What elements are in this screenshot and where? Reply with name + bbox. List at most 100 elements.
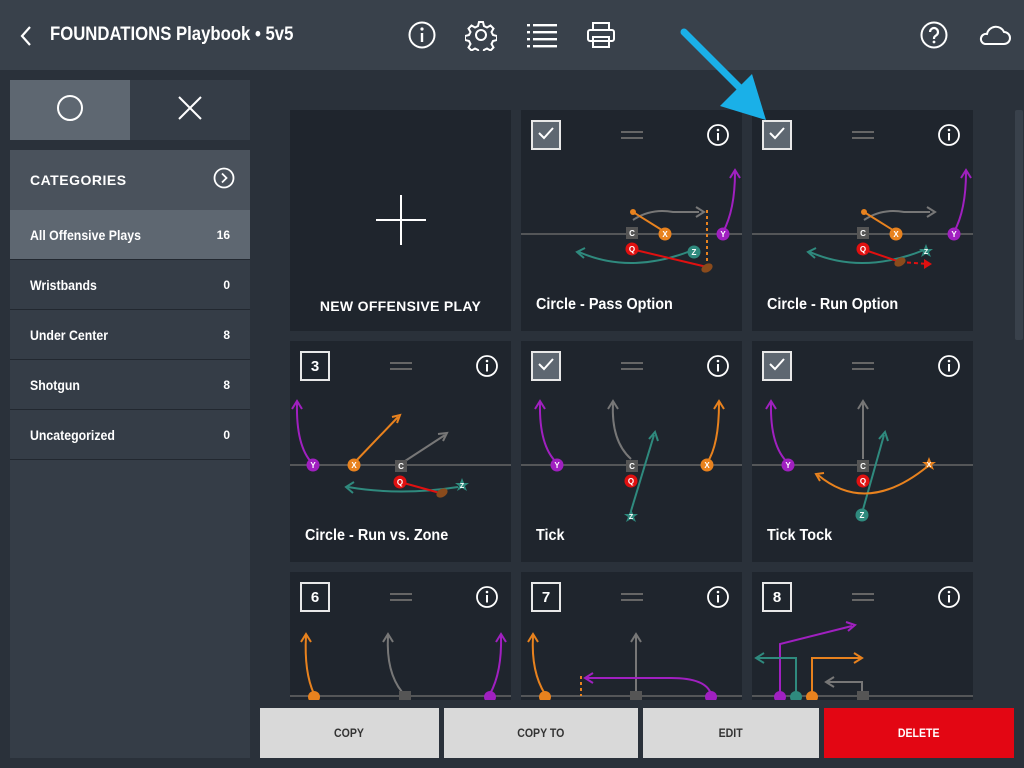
circle-icon [56, 94, 84, 127]
plus-icon [376, 195, 426, 250]
play-number-badge[interactable]: 7 [531, 582, 561, 612]
center-marker: C [398, 462, 404, 471]
delete-label: DELETE [898, 726, 940, 740]
sidebar-background [10, 460, 250, 758]
edit-label: EDIT [718, 726, 744, 740]
play-card[interactable]: C Q Y X Z Tick [521, 341, 742, 562]
drag-handle-icon[interactable] [621, 128, 643, 140]
play-diagram: C Q X Y Z [521, 168, 742, 273]
category-label: Uncategorized [30, 426, 115, 443]
info-icon[interactable] [937, 354, 961, 378]
y-marker: Y [720, 230, 726, 239]
x-marker: X [893, 230, 899, 239]
list-icon[interactable] [525, 17, 559, 53]
category-label: Under Center [30, 326, 109, 343]
category-count: 0 [223, 277, 230, 292]
drag-handle-icon[interactable] [852, 359, 874, 371]
info-icon[interactable] [937, 123, 961, 147]
qb-marker: Q [860, 245, 866, 254]
qb-marker: Q [629, 245, 635, 254]
cloud-icon[interactable] [975, 17, 1013, 53]
drag-handle-icon[interactable] [621, 359, 643, 371]
gear-icon[interactable] [464, 17, 498, 53]
play-card[interactable]: C Q X Y Z Circle - Pass Option [521, 110, 742, 331]
drag-handle-icon[interactable] [390, 590, 412, 602]
defense-mode-button[interactable] [130, 80, 250, 140]
qb-marker: Q [860, 477, 866, 486]
center-marker: C [629, 229, 635, 238]
category-shotgun[interactable]: Shotgun 8 [10, 360, 250, 410]
play-diagram: C Q X Y Z [752, 168, 973, 269]
play-diagram [290, 632, 511, 700]
chevron-right-circle-icon[interactable] [213, 167, 235, 194]
play-diagram: C Q Y X Z [521, 399, 742, 522]
info-icon[interactable] [475, 585, 499, 609]
copy-label: COPY [334, 726, 365, 740]
drag-handle-icon[interactable] [621, 590, 643, 602]
offense-mode-button[interactable] [10, 80, 130, 140]
category-wristbands[interactable]: Wristbands 0 [10, 260, 250, 310]
category-all-offensive-plays[interactable]: All Offensive Plays 16 [10, 210, 250, 260]
y-marker: Y [554, 461, 560, 470]
select-checkbox[interactable] [531, 120, 561, 150]
info-icon[interactable] [475, 354, 499, 378]
info-icon[interactable] [405, 17, 439, 53]
playbook-title: FOUNDATIONS Playbook • 5v5 [50, 24, 294, 45]
back-chevron-icon[interactable] [14, 22, 38, 50]
select-checkbox[interactable] [762, 120, 792, 150]
edit-button[interactable]: EDIT [643, 708, 819, 758]
info-icon[interactable] [706, 354, 730, 378]
delete-button[interactable]: DELETE [824, 708, 1014, 758]
info-icon[interactable] [706, 585, 730, 609]
drag-handle-icon[interactable] [390, 359, 412, 371]
info-icon[interactable] [706, 123, 730, 147]
x-marker: X [351, 461, 357, 470]
categories-label: CATEGORIES [30, 172, 127, 188]
play-diagram [521, 632, 742, 700]
qb-marker: Q [628, 477, 634, 486]
play-card[interactable]: C Q Y X Z Tick Tock [752, 341, 973, 562]
copy-button[interactable]: COPY [260, 708, 439, 758]
x-marker: X [704, 461, 710, 470]
select-checkbox[interactable] [531, 351, 561, 381]
new-play-card[interactable]: NEW OFFENSIVE PLAY [290, 110, 511, 331]
play-diagram [752, 621, 973, 700]
category-label: All Offensive Plays [30, 226, 141, 243]
category-label: Shotgun [30, 376, 80, 393]
drag-handle-icon[interactable] [852, 128, 874, 140]
play-number-badge[interactable]: 6 [300, 582, 330, 612]
play-card[interactable]: C Q X Y Z Circle - Run Option [752, 110, 973, 331]
z-marker: Z [629, 514, 634, 521]
z-marker: Z [460, 483, 465, 490]
play-card[interactable]: C Q X Y Z 3 Circle - Run vs. Zone [290, 341, 511, 562]
help-icon[interactable] [917, 17, 951, 53]
printer-icon[interactable] [584, 17, 618, 53]
z-marker: Z [860, 511, 865, 520]
play-diagram: C Q Y X Z [752, 399, 973, 522]
play-card[interactable]: 8 [752, 572, 973, 700]
categories-header[interactable]: CATEGORIES [10, 150, 250, 210]
category-under-center[interactable]: Under Center 8 [10, 310, 250, 360]
drag-handle-icon[interactable] [852, 590, 874, 602]
category-list: All Offensive Plays 16 Wristbands 0 Unde… [10, 210, 250, 460]
play-card[interactable]: 7 [521, 572, 742, 700]
checkmark-icon [768, 126, 786, 145]
category-uncategorized[interactable]: Uncategorized 0 [10, 410, 250, 460]
play-name: Tick [536, 527, 565, 544]
grid-scrollbar[interactable] [1015, 110, 1023, 340]
copy-to-label: COPY TO [517, 726, 565, 740]
play-grid: NEW OFFENSIVE PLAY C Q X Y Z [260, 70, 1024, 700]
action-bar: COPY COPY TO EDIT DELETE [250, 700, 1024, 768]
copy-to-button[interactable]: COPY TO [444, 708, 638, 758]
checkmark-icon [768, 357, 786, 376]
play-number-badge[interactable]: 8 [762, 582, 792, 612]
play-card[interactable]: 6 [290, 572, 511, 700]
play-number-badge[interactable]: 3 [300, 351, 330, 381]
y-marker: Y [951, 230, 957, 239]
z-marker: Z [692, 248, 697, 257]
category-label: Wristbands [30, 276, 97, 293]
y-marker: Y [310, 461, 316, 470]
select-checkbox[interactable] [762, 351, 792, 381]
info-icon[interactable] [937, 585, 961, 609]
center-marker: C [629, 462, 635, 471]
